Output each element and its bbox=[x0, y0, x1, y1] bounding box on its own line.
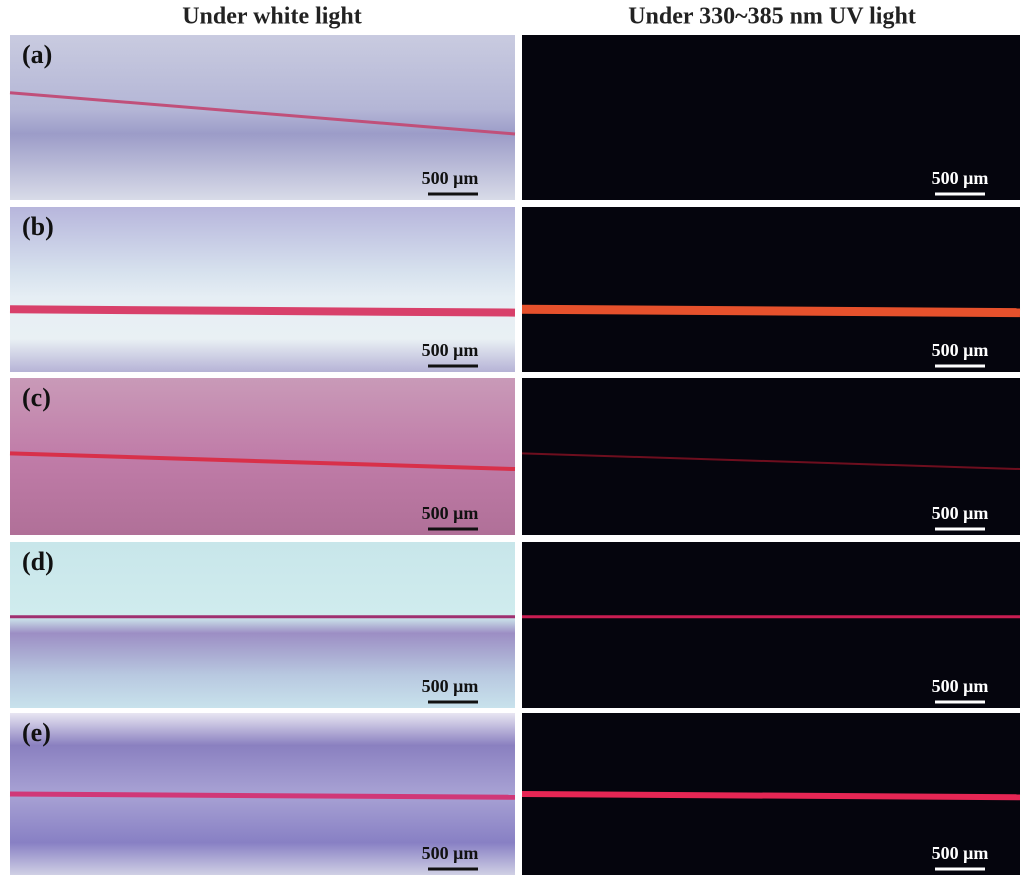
sample-line bbox=[9, 451, 516, 472]
scale-label: 500 μm bbox=[932, 340, 989, 360]
scale-label: 500 μm bbox=[422, 676, 479, 696]
column-header: Under 330~385 nm UV light bbox=[628, 4, 916, 30]
uv-fluorescence bbox=[521, 304, 1021, 318]
uv-light-image bbox=[522, 207, 1020, 372]
scale-label: 500 μm bbox=[422, 340, 479, 360]
scale-label: 500 μm bbox=[422, 168, 479, 188]
white-light-image bbox=[10, 542, 515, 708]
sample-line bbox=[9, 91, 516, 136]
scale-label: 500 μm bbox=[422, 503, 479, 523]
sample-line bbox=[9, 305, 516, 317]
panel-label: (a) bbox=[22, 40, 52, 69]
white-light-image bbox=[10, 35, 515, 200]
panel-label: (d) bbox=[22, 547, 54, 576]
column-header: Under white light bbox=[182, 4, 362, 30]
scale-label: 500 μm bbox=[932, 843, 989, 863]
panel-label: (b) bbox=[22, 212, 54, 241]
scale-label: 500 μm bbox=[422, 843, 479, 863]
scale-label: 500 μm bbox=[932, 168, 989, 188]
uv-fluorescence bbox=[521, 791, 1021, 801]
uv-light-image bbox=[522, 35, 1020, 200]
uv-fluorescence bbox=[521, 452, 1021, 471]
panel-label: (e) bbox=[22, 718, 51, 747]
white-light-image bbox=[10, 207, 515, 372]
scale-label: 500 μm bbox=[932, 503, 989, 523]
scale-label: 500 μm bbox=[932, 676, 989, 696]
panel-label: (c) bbox=[22, 383, 51, 412]
uv-light-image bbox=[522, 542, 1020, 708]
sample-line bbox=[9, 791, 516, 800]
